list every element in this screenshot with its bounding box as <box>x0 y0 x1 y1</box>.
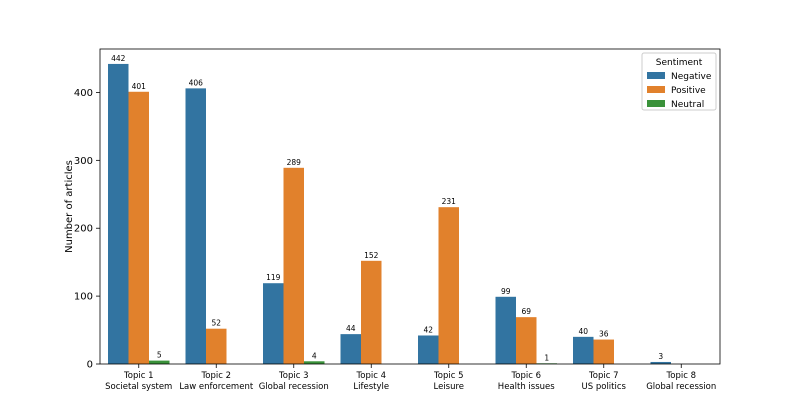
x-tick-label: Topic 2 <box>201 371 232 381</box>
bar-positive-1 <box>128 91 149 364</box>
bar-value-label: 152 <box>364 251 379 260</box>
x-tick-label: Global recession <box>646 382 716 392</box>
bar-positive-7 <box>593 339 614 364</box>
x-tick-label: Topic 7 <box>588 371 619 381</box>
bar-positive-5 <box>438 207 459 364</box>
bar-negative-4 <box>340 334 361 364</box>
x-tick-label: Topic 3 <box>278 371 309 381</box>
x-tick-label: Lifestyle <box>353 382 389 392</box>
bar-value-label: 5 <box>157 351 162 360</box>
x-tick-label: Leisure <box>433 382 464 392</box>
bar-value-label: 406 <box>189 78 204 87</box>
plot-frame <box>99 48 721 365</box>
y-tick-label: 100 <box>74 292 93 303</box>
legend: Sentiment Negative Positive Neutral <box>641 52 717 111</box>
bar-value-label: 44 <box>346 324 356 333</box>
legend-swatch-negative <box>647 72 665 79</box>
bar-positive-4 <box>361 260 382 364</box>
bar-negative-3 <box>263 283 284 364</box>
bar-positive-2 <box>206 328 227 364</box>
x-tick-label: US politics <box>582 382 627 392</box>
legend-swatch-positive <box>647 86 665 93</box>
bar-value-label: 289 <box>287 158 302 167</box>
y-tick-label: 0 <box>87 360 93 371</box>
x-tick-label: Societal system <box>105 382 172 392</box>
bar-positive-6 <box>516 317 537 364</box>
bar-negative-2 <box>185 88 206 364</box>
bar-value-label: 231 <box>442 197 457 206</box>
bar-value-label: 40 <box>578 327 588 336</box>
x-tick-label: Topic 4 <box>356 371 387 381</box>
x-tick-label: Topic 6 <box>511 371 542 381</box>
bar-neutral-1 <box>149 360 170 364</box>
bar-value-label: 99 <box>501 287 511 296</box>
bar-negative-6 <box>495 296 516 364</box>
legend-label-positive: Positive <box>671 86 706 96</box>
y-axis-label: Number of articles <box>64 160 75 253</box>
bar-value-label: 401 <box>132 82 147 91</box>
bar-value-label: 42 <box>423 325 433 334</box>
bar-value-label: 3 <box>658 352 663 361</box>
bar-value-label: 119 <box>266 273 281 282</box>
bar-positive-3 <box>283 167 304 364</box>
bar-negative-8 <box>650 361 671 364</box>
bar-value-label: 442 <box>111 54 126 63</box>
bar-value-label: 52 <box>211 319 221 328</box>
x-tick-label: Law enforcement <box>179 382 254 392</box>
x-tick-label: Health issues <box>498 382 555 392</box>
bar-negative-1 <box>108 63 129 365</box>
bar-value-label: 36 <box>599 330 609 339</box>
bar-value-label: 69 <box>521 307 531 316</box>
legend-label-neutral: Neutral <box>671 100 704 110</box>
y-tick-label: 200 <box>74 224 93 235</box>
legend-title: Sentiment <box>656 58 703 68</box>
x-tick-label: Topic 1 <box>123 371 154 381</box>
bar-negative-5 <box>418 335 439 364</box>
bars-layer <box>108 63 671 365</box>
x-tick-label: Topic 5 <box>433 371 464 381</box>
bar-value-label: 1 <box>544 353 549 362</box>
bar-neutral-3 <box>304 361 325 364</box>
legend-swatch-neutral <box>647 100 665 107</box>
legend-label-negative: Negative <box>671 72 712 82</box>
y-axis: 0 100 200 300 400 <box>74 88 100 371</box>
y-tick-label: 400 <box>74 88 93 99</box>
y-tick-label: 300 <box>74 156 93 167</box>
bar-negative-7 <box>573 336 594 364</box>
x-tick-label: Global recession <box>259 382 329 392</box>
x-tick-label: Topic 8 <box>666 371 697 381</box>
legend-frame <box>641 52 717 111</box>
bar-value-label: 4 <box>312 351 317 360</box>
